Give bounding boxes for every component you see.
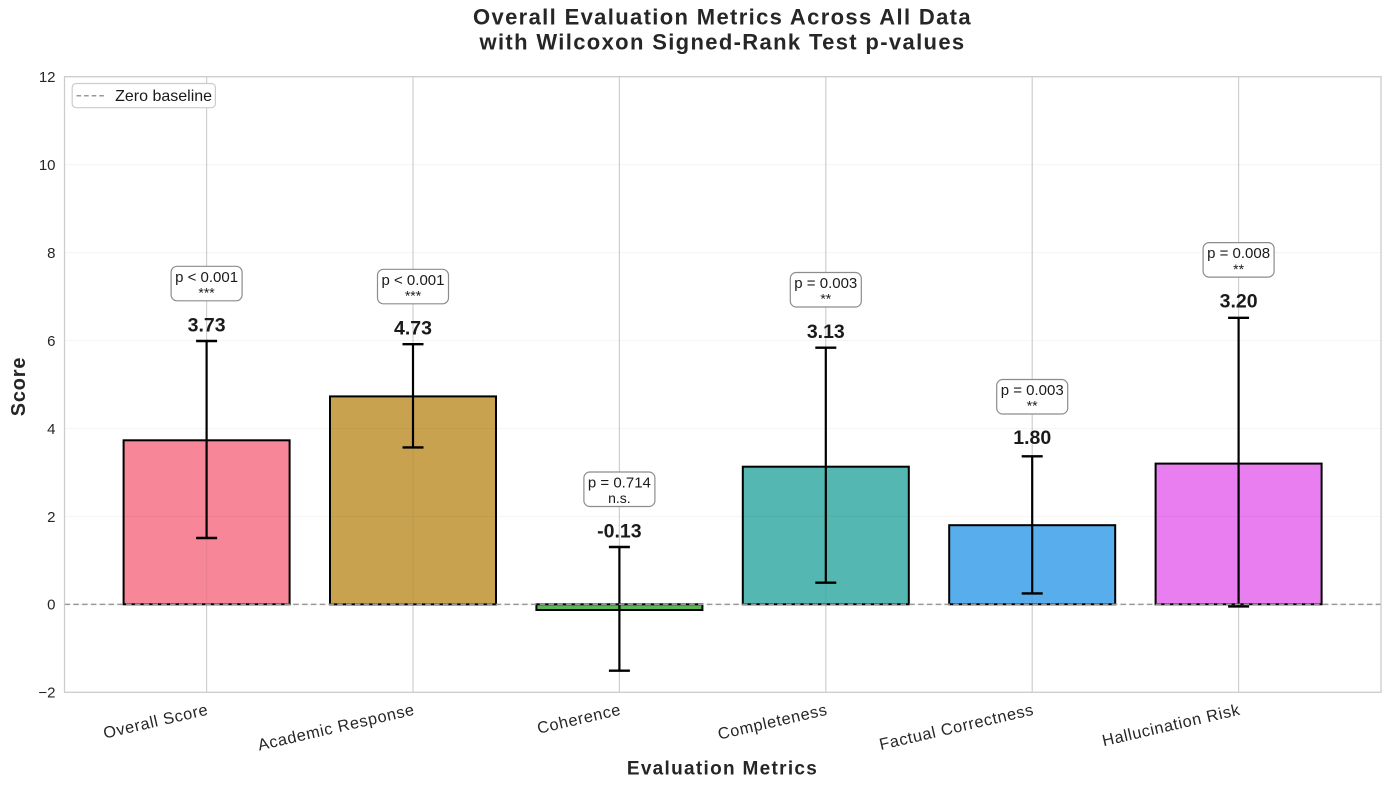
svg-text:-0.13: -0.13: [597, 520, 642, 542]
svg-text:p = 0.003: p = 0.003: [794, 275, 857, 292]
svg-text:8: 8: [47, 245, 55, 262]
svg-text:p = 0.003: p = 0.003: [1001, 382, 1064, 399]
svg-text:**: **: [1027, 398, 1038, 414]
svg-text:***: ***: [198, 285, 215, 301]
svg-text:12: 12: [39, 69, 56, 86]
svg-text:p < 0.001: p < 0.001: [382, 272, 445, 289]
svg-text:1.80: 1.80: [1013, 427, 1051, 449]
svg-text:Evaluation Metrics: Evaluation Metrics: [627, 759, 818, 780]
svg-text:p = 0.714: p = 0.714: [588, 475, 651, 492]
svg-text:3.73: 3.73: [188, 315, 226, 337]
svg-text:n.s.: n.s.: [608, 490, 631, 506]
svg-text:10: 10: [39, 157, 56, 174]
svg-text:with Wilcoxon Signed-Rank Test: with Wilcoxon Signed-Rank Test p-values: [479, 30, 966, 55]
svg-text:3.20: 3.20: [1220, 291, 1258, 313]
svg-text:Overall Evaluation Metrics Acr: Overall Evaluation Metrics Across All Da…: [473, 5, 972, 30]
svg-text:3.13: 3.13: [807, 321, 845, 343]
svg-text:**: **: [1233, 261, 1244, 277]
svg-text:***: ***: [405, 288, 422, 304]
svg-text:p = 0.008: p = 0.008: [1207, 245, 1270, 262]
svg-text:4: 4: [47, 421, 55, 438]
svg-text:**: **: [820, 291, 831, 307]
svg-text:0: 0: [47, 597, 55, 614]
svg-text:4.73: 4.73: [394, 317, 432, 339]
svg-text:Score: Score: [8, 357, 30, 417]
svg-text:−2: −2: [38, 685, 55, 702]
svg-text:p < 0.001: p < 0.001: [175, 269, 238, 286]
svg-text:6: 6: [47, 333, 55, 350]
svg-text:2: 2: [47, 509, 55, 526]
svg-text:Zero baseline: Zero baseline: [115, 88, 212, 105]
